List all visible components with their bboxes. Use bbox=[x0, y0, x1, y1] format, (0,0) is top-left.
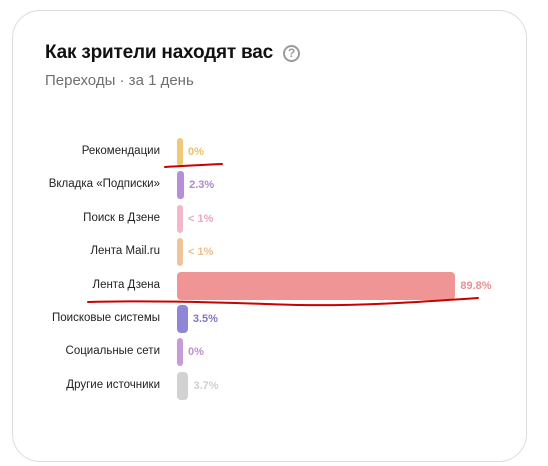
category-label: Поиск в Дзене bbox=[83, 211, 160, 224]
category-label: Лента Дзена bbox=[92, 278, 160, 291]
traffic-sources-card bbox=[12, 10, 527, 462]
category-label: Поисковые системы bbox=[52, 312, 160, 324]
category-label: Вкладка «Подписки» bbox=[48, 178, 160, 191]
bar[interactable] bbox=[177, 305, 188, 333]
bar[interactable] bbox=[177, 238, 183, 267]
category-label: Лента Mail.ru bbox=[90, 245, 160, 258]
bar[interactable] bbox=[177, 138, 183, 166]
bar-value-label: 3.5% bbox=[192, 313, 218, 325]
bar-value-label: 2.3% bbox=[189, 179, 215, 192]
title-row: Как зрители находят вас ? bbox=[45, 42, 301, 64]
bar[interactable] bbox=[177, 271, 456, 300]
category-label: Другие источники bbox=[66, 378, 160, 391]
bar-value-label: 3.7% bbox=[193, 379, 219, 392]
bar[interactable] bbox=[177, 171, 185, 200]
bar-value-label: 89.8% bbox=[460, 279, 492, 292]
card-title: Как зрители находят вас bbox=[45, 42, 274, 63]
bar[interactable] bbox=[177, 338, 183, 367]
bar[interactable] bbox=[177, 371, 189, 400]
bar-value-label: < 1% bbox=[188, 212, 214, 225]
bar-value-label: < 1% bbox=[188, 246, 214, 259]
bar-value-label: 0% bbox=[188, 346, 204, 359]
card-subtitle: Переходы · за 1 день bbox=[45, 72, 194, 89]
bar-value-label: 0% bbox=[188, 146, 204, 158]
category-label: Социальные сети bbox=[65, 345, 160, 358]
category-label: Рекомендации bbox=[81, 145, 160, 157]
bar[interactable] bbox=[177, 204, 183, 233]
question-circle-icon[interactable]: ? bbox=[283, 44, 301, 62]
